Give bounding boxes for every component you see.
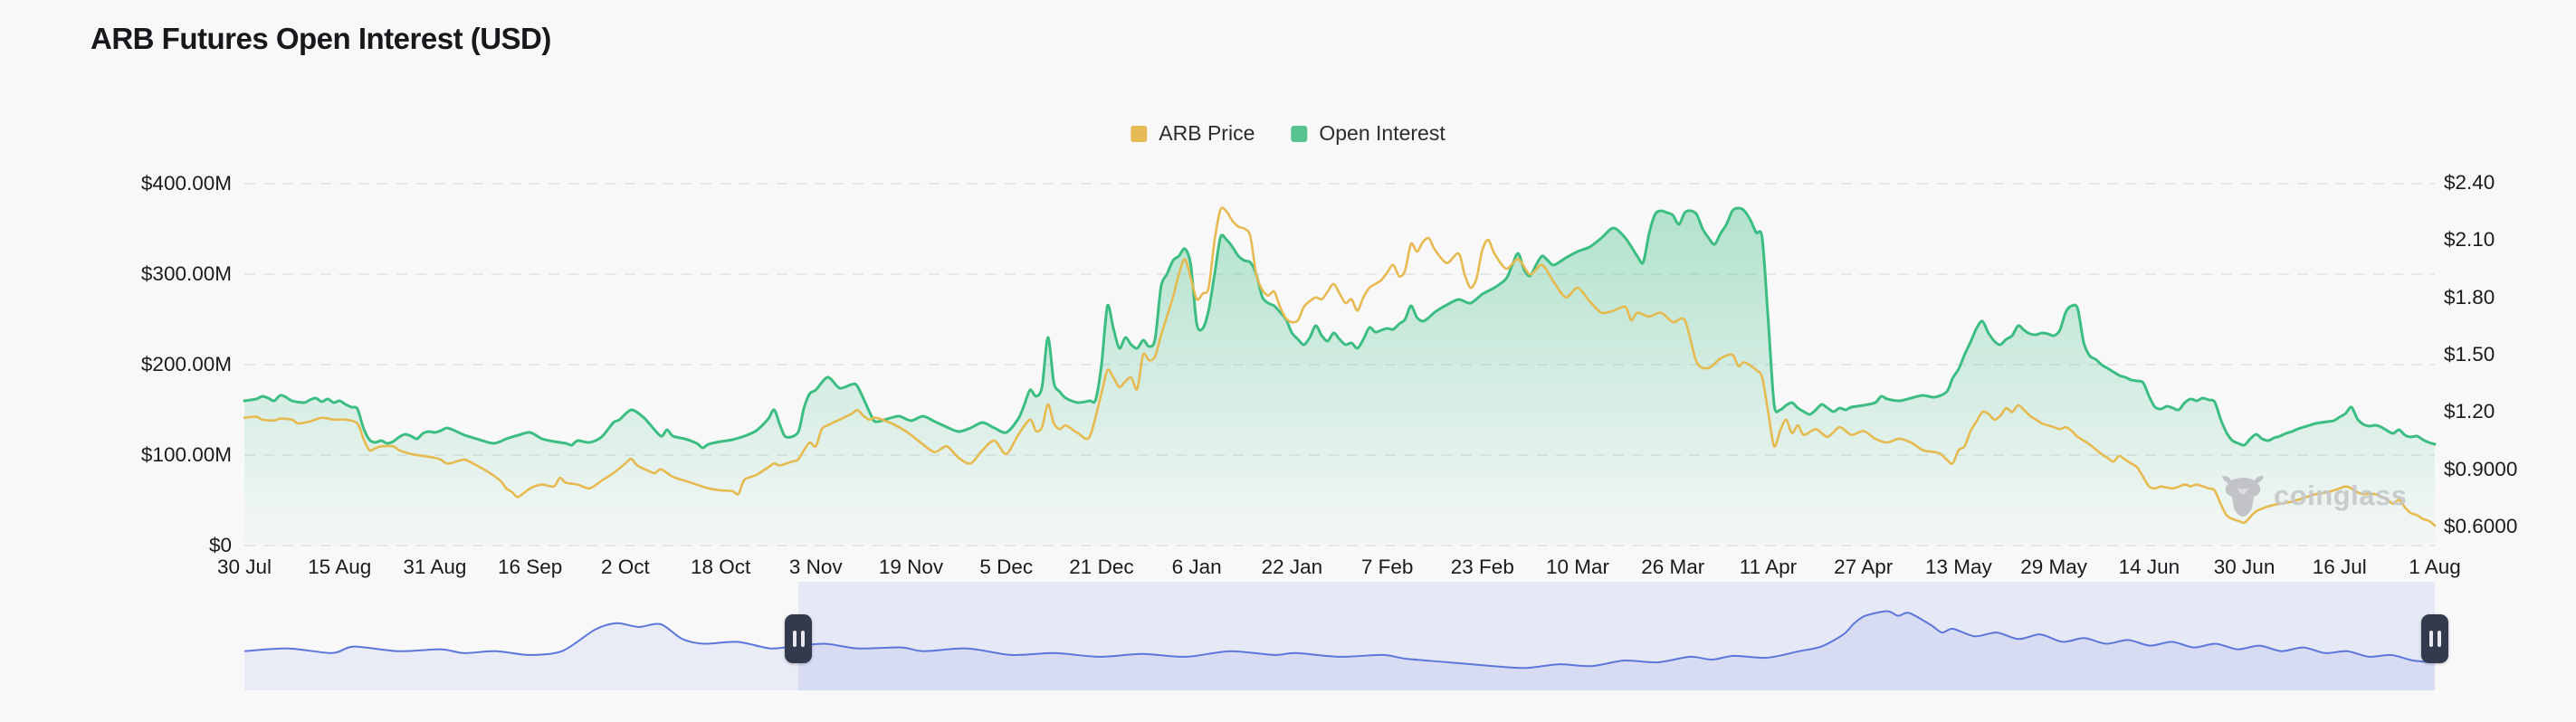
x-axis-tick-label: 26 Mar: [1641, 556, 1705, 578]
x-axis-tick-label: 16 Sep: [497, 556, 563, 578]
x-axis-tick-label: 19 Nov: [878, 556, 944, 578]
x-axis-tick-label: 30 Jun: [2213, 556, 2275, 578]
page-title: ARB Futures Open Interest (USD): [91, 22, 551, 55]
x-axis-tick-label: 6 Jan: [1171, 556, 1222, 578]
x-axis-tick-label: 15 Aug: [308, 556, 372, 578]
x-axis-tick-label: 10 Mar: [1546, 556, 1610, 578]
left-axis-tick-label: $300.00M: [140, 262, 232, 285]
x-axis-tick-label: 21 Dec: [1069, 556, 1134, 578]
x-axis-tick-label: 30 Jul: [216, 556, 272, 578]
right-axis-tick-label: $1.80: [2444, 285, 2495, 309]
x-axis-tick-label: 27 Apr: [1834, 556, 1894, 578]
right-axis: $2.40 $2.10 $1.80 $1.50 $1.20 $0.9000 $0.6000: [2444, 0, 2576, 722]
arb-price-swatch-icon: [1131, 125, 1148, 142]
x-axis-tick-label: 22 Jan: [1261, 556, 1323, 578]
open-interest-line-series: [243, 206, 2437, 450]
navigator-selected-range[interactable]: [798, 582, 2435, 690]
x-axis-tick-label: 14 Jun: [2118, 556, 2180, 578]
x-axis-tick-label: 31 Aug: [403, 556, 467, 578]
x-axis-tick-label: 29 May: [2020, 556, 2088, 578]
navigator-right-handle[interactable]: [2421, 614, 2448, 663]
right-axis-tick-label: $0.9000: [2444, 457, 2518, 480]
open-interest-swatch-icon: [1291, 125, 1308, 142]
navigator-left-handle[interactable]: [785, 614, 813, 663]
navigator-area-series: [244, 611, 2435, 690]
right-axis-tick-label: $0.6000: [2444, 515, 2518, 537]
left-axis-tick-label: $200.00M: [140, 353, 232, 375]
right-axis-tick-label: $2.40: [2444, 171, 2495, 194]
x-axis-tick-label: 5 Dec: [979, 556, 1034, 578]
x-axis-tick-label: 11 Apr: [1739, 556, 1798, 578]
legend-item-arb-price[interactable]: ARB Price: [1131, 121, 1255, 146]
legend-item-open-interest[interactable]: Open Interest: [1291, 121, 1445, 146]
legend-label-arb-price: ARB Price: [1159, 121, 1255, 145]
x-axis-tick-label: 1 Aug: [2409, 556, 2461, 578]
left-axis: $400.00M $300.00M $200.00M $100.00M $0: [0, 0, 232, 722]
left-axis-tick-label: $100.00M: [140, 443, 232, 466]
left-axis-tick-label: $400.00M: [140, 172, 232, 195]
right-axis-tick-label: $1.50: [2444, 343, 2495, 366]
x-axis-tick-label: 2 Oct: [600, 556, 650, 578]
right-axis-tick-label: $2.10: [2444, 228, 2495, 252]
pause-bars-icon: [792, 631, 797, 647]
left-axis-tick-label: $0: [208, 534, 232, 556]
navigator-chart[interactable]: [0, 582, 2576, 690]
arb-price-line-series: [243, 206, 2437, 527]
x-axis-tick-label: 13 May: [1925, 556, 1992, 578]
x-axis-tick-label: 23 Feb: [1450, 556, 1514, 578]
x-axis-tick-label: 16 Jul: [2312, 556, 2367, 578]
right-axis-tick-label: $1.20: [2444, 400, 2495, 423]
pause-bars-icon: [2428, 631, 2433, 647]
legend-label-open-interest: Open Interest: [1319, 121, 1445, 145]
legend: ARB Price Open Interest: [1131, 121, 1445, 146]
navigator-line-series: [243, 610, 2436, 670]
time-range-navigator[interactable]: [0, 582, 2576, 690]
x-axis-tick-label: 18 Oct: [690, 556, 751, 578]
x-axis-tick-label: 3 Nov: [788, 556, 843, 578]
x-axis-tick-label: 7 Feb: [1360, 556, 1414, 578]
